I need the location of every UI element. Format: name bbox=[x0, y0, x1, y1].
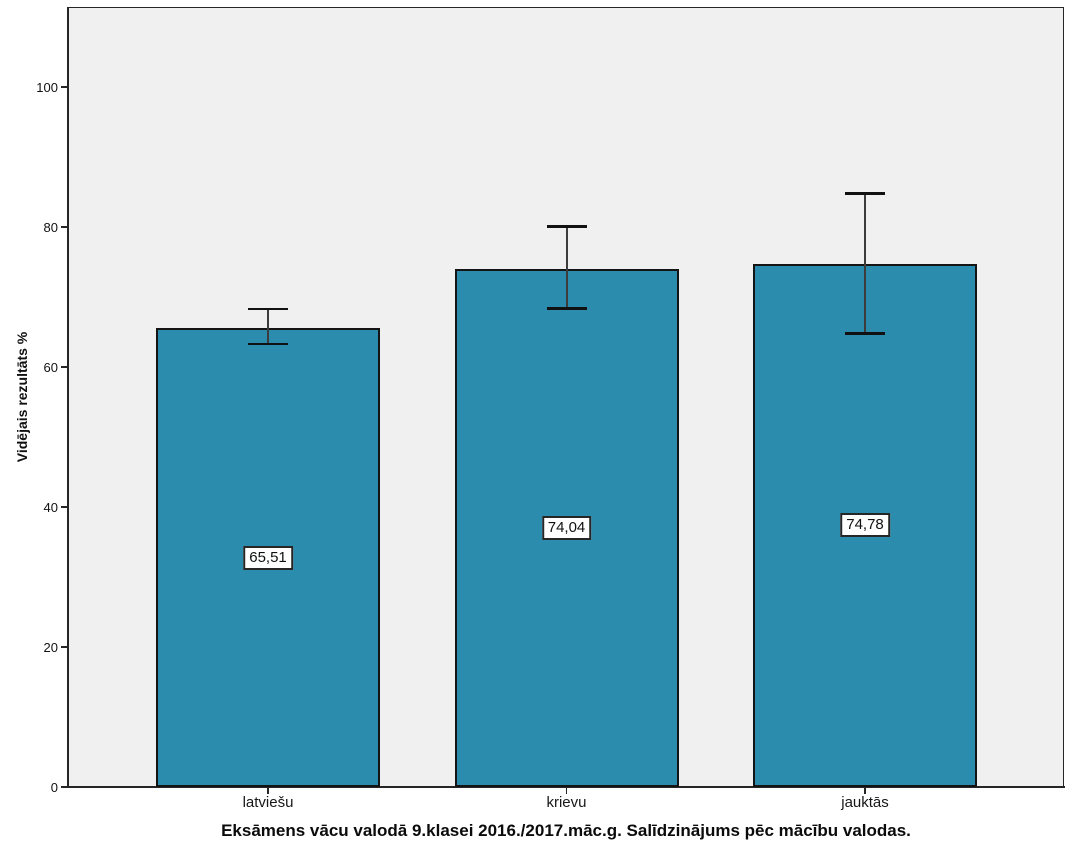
y-tick-mark bbox=[61, 506, 68, 508]
y-tick-label: 100 bbox=[36, 79, 58, 95]
y-tick-label: 40 bbox=[43, 499, 58, 515]
error-bar-cap-top bbox=[546, 225, 587, 228]
bar-value-label: 65,51 bbox=[243, 545, 293, 570]
x-axis-line bbox=[67, 786, 1065, 788]
error-bar-cap-bottom bbox=[248, 342, 288, 346]
x-tick-mark bbox=[267, 788, 269, 794]
y-axis-line bbox=[67, 7, 69, 788]
error-bar-cap-bottom bbox=[546, 307, 587, 310]
y-tick-label: 20 bbox=[43, 639, 58, 655]
bar-value-label: 74,78 bbox=[840, 513, 890, 538]
y-tick-label: 80 bbox=[43, 219, 58, 235]
x-tick-mark bbox=[565, 788, 568, 794]
y-tick-label: 60 bbox=[43, 359, 58, 375]
error-bar-line bbox=[267, 308, 269, 344]
y-tick-mark bbox=[61, 86, 68, 88]
error-bar-cap-bottom bbox=[845, 332, 885, 335]
x-category-label: jauktās bbox=[841, 794, 889, 811]
y-tick-mark bbox=[61, 226, 68, 228]
y-tick-mark bbox=[61, 646, 68, 648]
x-category-label: latviešu bbox=[242, 794, 294, 811]
y-tick-mark bbox=[61, 366, 68, 368]
y-tick-mark bbox=[61, 786, 68, 788]
error-bar-line bbox=[864, 193, 866, 334]
error-bar-line bbox=[565, 226, 568, 309]
y-tick-label: 0 bbox=[50, 779, 58, 795]
x-category-label: krievu bbox=[546, 794, 587, 811]
chart-title: Eksāmens vācu valodā 9.klasei 2016./2017… bbox=[221, 821, 911, 840]
x-tick-mark bbox=[864, 788, 866, 794]
bar-value-label: 74,04 bbox=[541, 515, 592, 540]
error-bar-cap-top bbox=[845, 192, 885, 195]
error-bar-cap-top bbox=[248, 307, 288, 311]
y-axis-title: Vidējais rezultāts % bbox=[14, 331, 30, 463]
